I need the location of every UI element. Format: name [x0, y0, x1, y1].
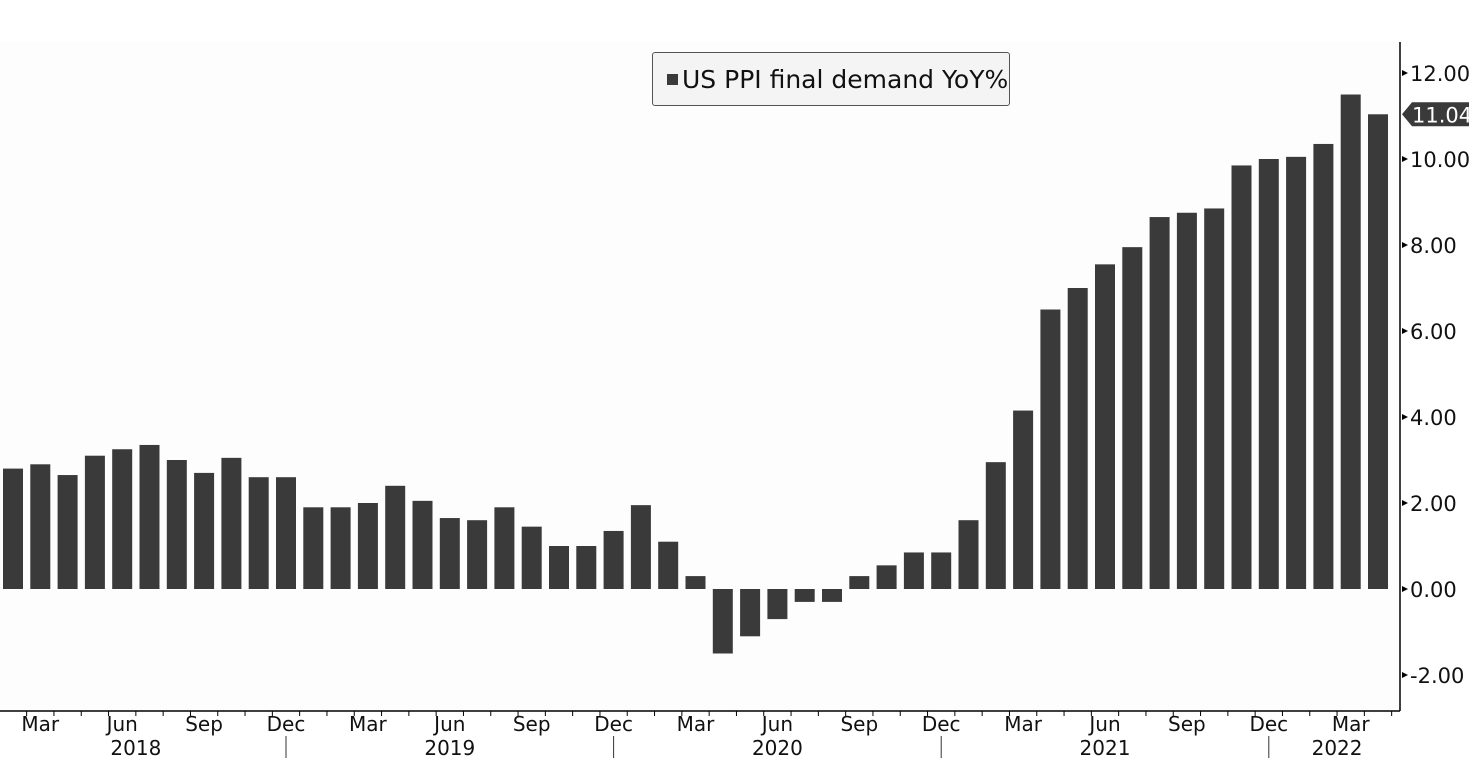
bar: [3, 468, 23, 589]
bar: [630, 505, 651, 589]
y-tick: [1402, 242, 1408, 248]
x-tick-label: Mar: [1332, 712, 1371, 736]
bar: [958, 520, 979, 589]
bar: [412, 500, 433, 589]
bar: [740, 589, 761, 637]
x-tick-label: Dec: [267, 712, 306, 736]
bar: [303, 507, 324, 589]
y-tick-label: 8.00: [1410, 234, 1457, 258]
bar: [931, 552, 952, 589]
last-value-label: 11.04: [1412, 103, 1469, 127]
y-tick-label: 4.00: [1410, 406, 1457, 430]
x-tick-label: Mar: [677, 712, 716, 736]
bar: [57, 475, 78, 589]
bar: [139, 444, 160, 589]
year-label: 2022: [1312, 736, 1363, 758]
bar: [1231, 165, 1252, 589]
y-tick-label: 0.00: [1410, 578, 1457, 602]
y-tick: [1402, 586, 1408, 592]
legend-swatch: [667, 73, 678, 85]
x-tick-label: Sep: [513, 712, 551, 736]
x-tick-label: Mar: [1004, 712, 1043, 736]
bar: [549, 546, 569, 589]
x-tick-label: Dec: [1249, 712, 1288, 736]
bar: [1095, 264, 1115, 589]
bar: [1013, 410, 1034, 589]
year-label: 2020: [752, 736, 803, 758]
bar: [1340, 94, 1361, 589]
x-tick-label: Sep: [840, 712, 878, 736]
year-label: 2021: [1080, 736, 1131, 758]
y-tick-label: 6.00: [1410, 320, 1457, 344]
bar: [903, 552, 924, 589]
bar: [985, 462, 1006, 589]
bar: [822, 589, 842, 602]
legend: US PPI final demand YoY%: [652, 52, 1010, 106]
x-tick-label: Sep: [1168, 712, 1206, 736]
x-tick-label: Sep: [185, 712, 223, 736]
bar: [385, 485, 406, 589]
y-tick-label: -2.00: [1410, 664, 1464, 688]
bar: [166, 460, 187, 589]
bar: [1122, 247, 1143, 589]
bar: [603, 530, 624, 589]
x-tick-label: Dec: [594, 712, 633, 736]
bar: [1258, 159, 1279, 589]
bar: [112, 449, 133, 589]
bar: [521, 526, 542, 589]
bar: [767, 589, 788, 620]
x-tick-label: Dec: [922, 712, 961, 736]
x-tick-label: Jun: [432, 712, 465, 736]
bar: [1067, 288, 1088, 589]
bar: [248, 477, 269, 589]
x-tick-label: Jun: [760, 712, 793, 736]
bar: [330, 507, 351, 589]
y-tick: [1402, 328, 1408, 334]
bar: [221, 457, 242, 589]
y-tick-label: 10.00: [1410, 148, 1469, 172]
bar: [685, 576, 706, 589]
bar: [84, 455, 105, 589]
bar: [439, 518, 460, 589]
x-tick-label: Jun: [1087, 712, 1120, 736]
bar: [1204, 208, 1225, 589]
y-tick-label: 12.00: [1410, 62, 1469, 86]
y-tick: [1402, 414, 1408, 420]
bar: [1368, 114, 1388, 589]
bar: [576, 546, 597, 589]
bar: [1286, 156, 1307, 589]
bar: [712, 589, 733, 654]
bar: [194, 472, 215, 589]
x-tick-label: Mar: [349, 712, 388, 736]
y-tick: [1402, 672, 1408, 678]
bar: [357, 503, 378, 589]
y-tick: [1402, 70, 1408, 76]
y-tick: [1402, 500, 1408, 506]
bar: [1040, 309, 1061, 589]
bar: [276, 477, 296, 589]
bar: [30, 464, 51, 589]
legend-label: US PPI final demand YoY%: [682, 64, 1009, 94]
x-tick-label: Mar: [21, 712, 60, 736]
y-tick-label: 2.00: [1410, 492, 1457, 516]
bar: [1149, 217, 1170, 590]
bar: [467, 520, 488, 589]
bar: [494, 507, 515, 589]
last-value-marker: [1402, 102, 1469, 127]
bar: [849, 576, 870, 589]
bar: [876, 565, 897, 589]
bar: [658, 541, 679, 589]
bar: [794, 589, 815, 602]
bar: [1313, 143, 1334, 589]
year-label: 2019: [424, 736, 475, 758]
bar: [1176, 212, 1197, 589]
x-tick-label: Jun: [105, 712, 138, 736]
y-tick: [1402, 156, 1408, 162]
year-label: 2018: [110, 736, 161, 758]
